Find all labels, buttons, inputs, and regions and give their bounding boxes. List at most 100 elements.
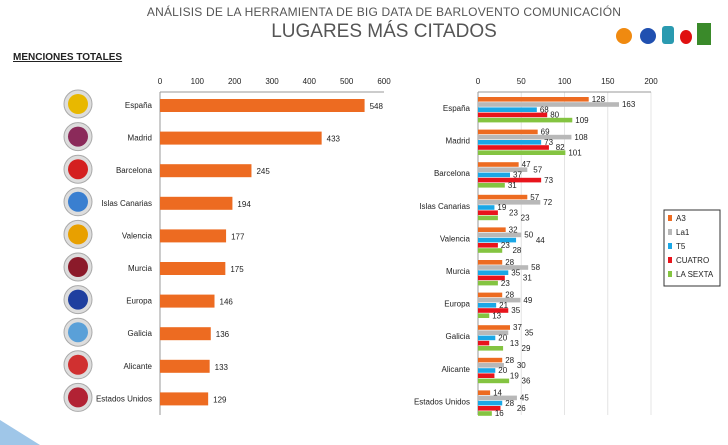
tick-label: 200 <box>644 77 658 86</box>
bar-la1 <box>478 102 619 107</box>
bar-la-sexta <box>478 280 498 286</box>
lasexta-logo <box>697 23 711 45</box>
legend-swatch <box>668 257 672 263</box>
data-label: 35 <box>511 268 520 277</box>
data-label: 133 <box>215 363 229 372</box>
tick-label: 100 <box>558 77 572 86</box>
data-label: 35 <box>525 328 534 337</box>
bar-a3 <box>478 194 528 200</box>
data-label: 49 <box>523 296 532 305</box>
data-label: 28 <box>505 356 514 365</box>
data-label: 23 <box>521 214 530 223</box>
data-label: 37 <box>513 323 522 332</box>
data-label: 82 <box>556 143 565 152</box>
flag-icon-inner <box>68 159 88 180</box>
data-label: 548 <box>370 102 384 111</box>
tick-label: 200 <box>228 77 242 86</box>
category-label: Barcelona <box>116 166 153 175</box>
data-label: 21 <box>499 301 508 310</box>
bar <box>160 229 227 243</box>
legend-swatch <box>668 229 672 235</box>
tick-label: 300 <box>265 77 279 86</box>
bar <box>160 262 226 275</box>
data-label: 194 <box>237 200 251 209</box>
bar-la-sexta <box>478 117 573 123</box>
data-label: 20 <box>498 334 507 343</box>
bar <box>160 359 210 373</box>
category-label: Barcelona <box>434 169 471 178</box>
category-label: Valencia <box>440 234 471 243</box>
legend-label: LA SEXTA <box>676 270 714 279</box>
page-title: LUGARES MÁS CITADOS <box>271 21 497 42</box>
bar-la1 <box>478 167 528 172</box>
data-label: 20 <box>498 366 507 375</box>
data-label: 177 <box>231 232 245 241</box>
bar-la-sexta <box>478 150 566 155</box>
category-label: Islas Canarias <box>419 202 470 211</box>
tick-label: 0 <box>476 77 481 86</box>
data-label: 57 <box>530 193 539 202</box>
bar-t5 <box>478 205 495 210</box>
data-label: 69 <box>541 128 550 137</box>
category-label: Alicante <box>124 362 153 371</box>
bar-a3 <box>478 162 519 167</box>
bar-la-sexta <box>478 378 510 384</box>
legend-label: CUATRO <box>676 256 709 265</box>
bar-la1 <box>478 330 509 335</box>
bar-cuatro <box>478 145 549 150</box>
bar-a3 <box>478 129 538 135</box>
bar <box>160 327 211 341</box>
legend-label: T5 <box>676 242 686 251</box>
data-label: 19 <box>510 371 519 380</box>
data-label: 128 <box>592 95 606 104</box>
bar-la1 <box>478 200 541 205</box>
bar-a3 <box>478 227 506 232</box>
bar-la1 <box>478 297 521 303</box>
category-label: Galicia <box>446 332 471 341</box>
category-label: Europa <box>444 300 470 309</box>
category-label: España <box>443 104 471 113</box>
data-label: 73 <box>544 176 553 185</box>
bar-cuatro <box>478 406 501 411</box>
data-label: 433 <box>327 135 341 144</box>
flag-icon-inner <box>68 387 88 408</box>
data-label: 23 <box>501 279 510 288</box>
data-label: 108 <box>574 133 588 142</box>
flag-icon-inner <box>68 191 88 212</box>
data-label: 101 <box>568 148 582 157</box>
tick-label: 0 <box>158 77 163 86</box>
bar <box>160 294 215 308</box>
bar <box>160 392 209 406</box>
bar-t5 <box>478 270 509 275</box>
bar-cuatro <box>478 373 495 378</box>
bar-a3 <box>478 292 503 298</box>
legend-swatch <box>668 215 672 221</box>
category-label: Murcia <box>446 267 471 276</box>
legend-label: A3 <box>676 214 686 223</box>
data-label: 23 <box>501 241 510 250</box>
la1-logo <box>640 28 656 44</box>
category-label: Murcia <box>128 264 153 273</box>
antena3-logo <box>616 28 632 44</box>
bar-t5 <box>478 107 537 112</box>
flag-icon-inner <box>68 257 88 277</box>
data-label: 28 <box>512 246 521 255</box>
data-label: 146 <box>220 298 234 307</box>
bar-la1 <box>478 134 572 140</box>
data-label: 31 <box>508 181 517 190</box>
category-label: Madrid <box>128 134 152 143</box>
section-label: MENCIONES TOTALES <box>13 52 123 63</box>
data-label: 47 <box>522 160 531 169</box>
header-subtitle: ANÁLISIS DE LA HERRAMIENTA DE BIG DATA D… <box>146 5 622 19</box>
bar-la1 <box>478 363 504 368</box>
bar-t5 <box>478 335 496 341</box>
bar-a3 <box>478 260 503 265</box>
category-label: Europa <box>126 297 152 306</box>
bar-la-sexta <box>478 248 503 253</box>
bar-t5 <box>478 303 497 308</box>
bar-cuatro <box>478 210 498 215</box>
data-label: 30 <box>517 361 526 370</box>
data-label: 129 <box>213 395 227 404</box>
legend-label: La1 <box>676 228 690 237</box>
data-label: 73 <box>544 138 553 147</box>
